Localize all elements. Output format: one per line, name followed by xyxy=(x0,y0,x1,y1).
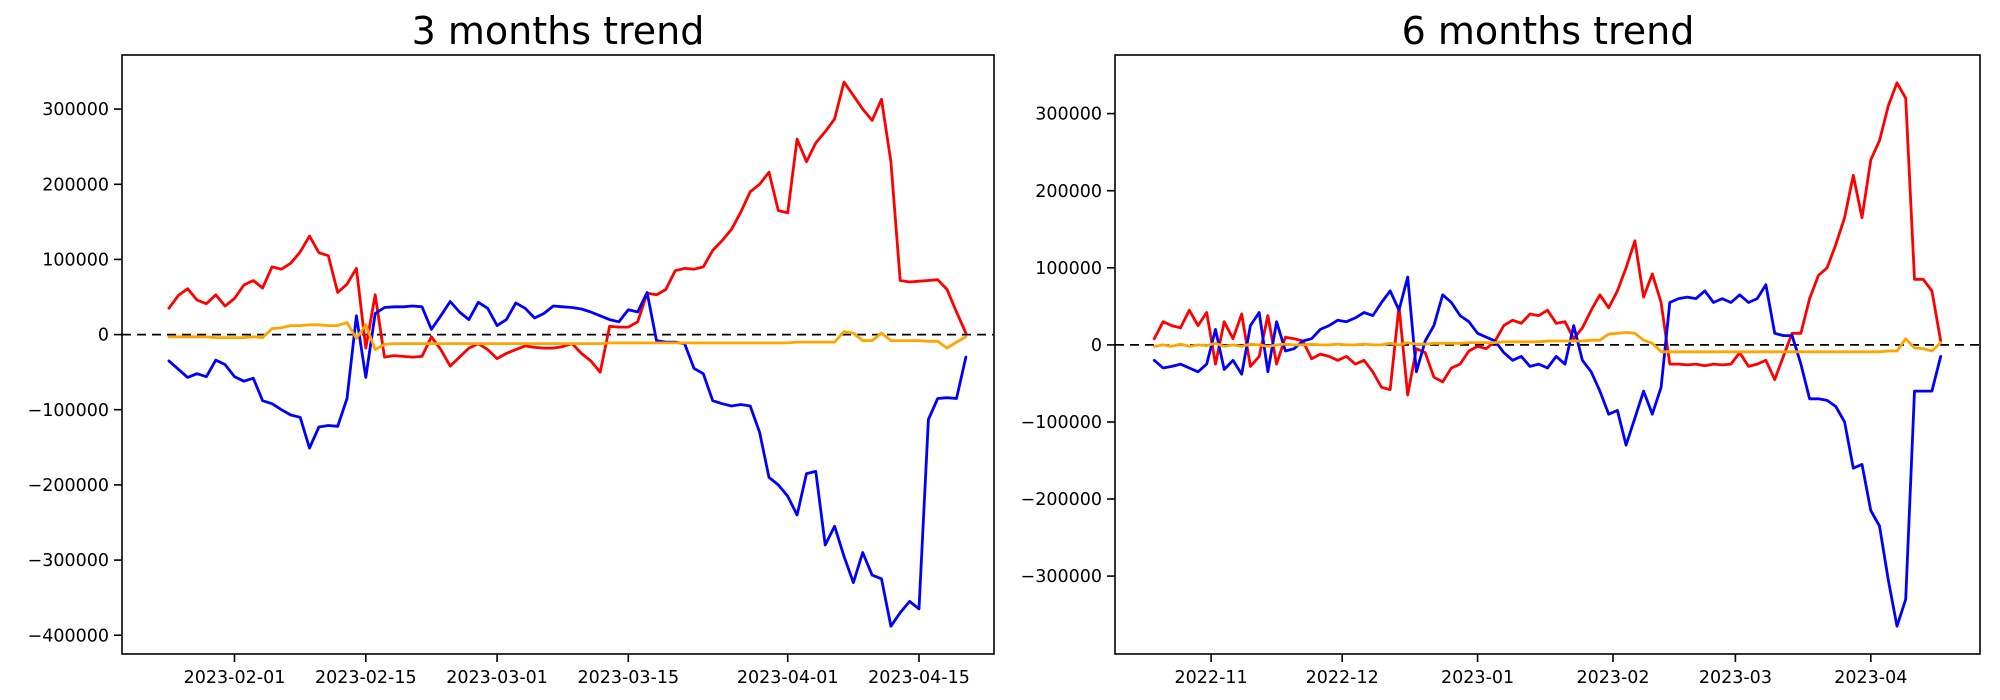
y-tick-label: 100000 xyxy=(42,251,109,271)
y-tick-label: −100000 xyxy=(28,401,109,421)
x-tick-label: 2023-02 xyxy=(1576,668,1649,688)
y-tick-label: 200000 xyxy=(1035,182,1102,202)
x-tick-label: 2023-01 xyxy=(1441,668,1514,688)
series-line-blue xyxy=(1152,275,1943,628)
plot-border xyxy=(121,54,995,655)
x-tick-label: 2023-02-15 xyxy=(315,668,417,688)
y-tick-label: 100000 xyxy=(1035,259,1102,279)
chart-title-3-months: 3 months trend xyxy=(412,9,705,53)
series-line-blue xyxy=(167,291,968,628)
x-tick-label: 2023-03-01 xyxy=(446,668,548,688)
plot-border xyxy=(1114,54,1981,655)
series-line-red xyxy=(1152,81,1943,397)
y-tick-label: −400000 xyxy=(28,626,109,646)
x-tick-label: 2023-03-15 xyxy=(577,668,679,688)
y-tick-label: −100000 xyxy=(1021,413,1102,433)
chart-title-6-months: 6 months trend xyxy=(1402,9,1695,53)
y-tick-label: 0 xyxy=(98,326,109,346)
series-line-orange xyxy=(167,321,968,352)
y-tick-label: −200000 xyxy=(28,476,109,496)
y-tick-label: 0 xyxy=(1091,336,1102,356)
series-line-orange xyxy=(1152,331,1943,354)
series-line-red xyxy=(167,80,968,374)
plot-3-months: 300000 200000 100000 0 −100000 −200000 −300000… xyxy=(28,54,995,688)
x-tick-label: 2023-04 xyxy=(1834,668,1907,688)
x-tick-label: 2023-02-01 xyxy=(184,668,286,688)
y-tick-label: −300000 xyxy=(1021,567,1102,587)
y-tick-label: −300000 xyxy=(28,551,109,571)
plot-6-months: 300000 200000 100000 0 −100000 −200000 −300000… xyxy=(1021,54,1981,688)
x-tick-label: 2023-04-15 xyxy=(868,668,970,688)
y-tick-label: 300000 xyxy=(42,100,109,120)
y-tick-label: −200000 xyxy=(1021,490,1102,510)
y-tick-label: 300000 xyxy=(1035,105,1102,125)
x-tick-label: 2023-03 xyxy=(1699,668,1772,688)
x-tick-label: 2023-04-01 xyxy=(737,668,839,688)
x-tick-label: 2022-12 xyxy=(1306,668,1379,688)
x-tick-label: 2022-11 xyxy=(1175,668,1248,688)
y-tick-label: 200000 xyxy=(42,175,109,195)
